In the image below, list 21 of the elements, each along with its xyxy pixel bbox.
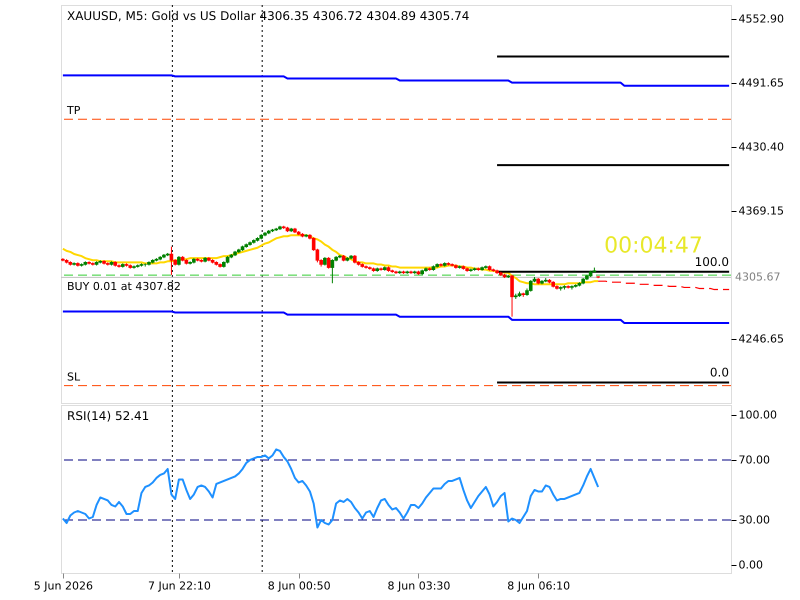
annotation: 0.0 bbox=[710, 366, 729, 380]
x-tick-label: 8 Jun 00:50 bbox=[268, 580, 331, 592]
y-tick-label: 70.00 bbox=[738, 453, 770, 466]
y-tick-label: 4369.15 bbox=[738, 204, 784, 218]
ref-line-label: BUY 0.01 at 4307.82 bbox=[67, 280, 181, 294]
y-tick-label: 30.00 bbox=[738, 514, 770, 527]
chart-title: XAUUSD, M5: Gold vs US Dollar 4306.35 4306.72 4304.89 4305.74 bbox=[67, 9, 470, 23]
y-tick-label: 4430.40 bbox=[738, 140, 784, 154]
ref-line-label: 4305.67 bbox=[735, 270, 780, 284]
x-tick-label: 7 Jun 22:10 bbox=[148, 580, 211, 592]
y-tick-label: 4491.65 bbox=[738, 76, 784, 90]
ref-line-label: TP bbox=[66, 104, 81, 118]
y-tick-label: 4246.65 bbox=[738, 332, 784, 346]
chart-title: RSI(14) 52.41 bbox=[67, 409, 150, 423]
x-tick-label: 5 Jun 2026 bbox=[34, 580, 93, 592]
y-tick-label: 4552.90 bbox=[738, 12, 784, 26]
y-tick-label: 0.00 bbox=[738, 558, 763, 572]
x-tick-label: 8 Jun 03:30 bbox=[388, 580, 450, 592]
x-tick-label: 8 Jun 06:10 bbox=[507, 580, 570, 592]
ref-line-label: SL bbox=[67, 370, 81, 384]
y-tick-label: 100.00 bbox=[738, 408, 777, 422]
